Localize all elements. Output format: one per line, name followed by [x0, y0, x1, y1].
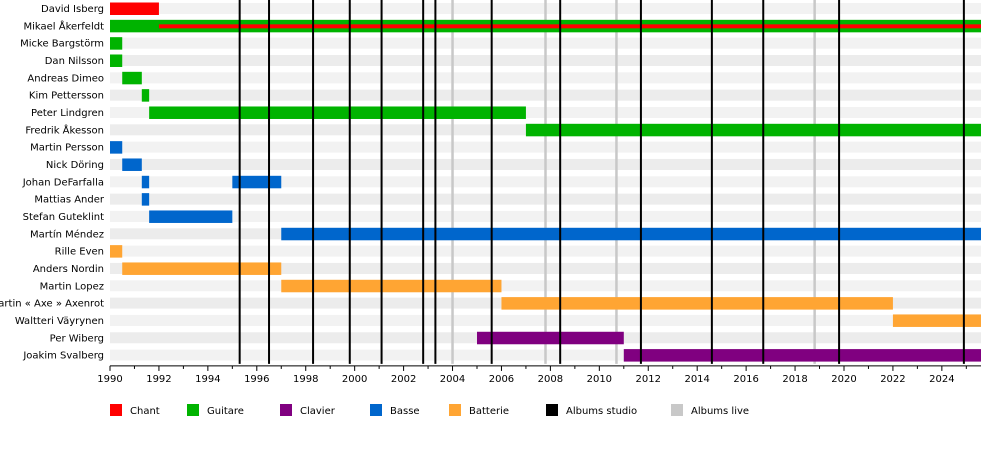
legend-swatch	[187, 404, 199, 416]
x-tick-label: 2000	[342, 374, 367, 385]
x-tick-label: 1998	[293, 374, 318, 385]
x-tick-label: 2010	[587, 374, 612, 385]
x-tick-label: 2006	[489, 374, 514, 385]
member-bar-batterie	[122, 262, 282, 275]
x-tick-label: 1996	[244, 374, 269, 385]
member-bar-chant	[158, 24, 981, 29]
x-tick-label: 1994	[195, 374, 220, 385]
member-bar-guitare	[525, 123, 981, 137]
legend-swatch	[546, 404, 558, 416]
member-name: Peter Lindgren	[31, 108, 104, 119]
x-tick-label: 1992	[146, 374, 171, 385]
member-bar-guitare	[141, 89, 150, 102]
member-bar-guitare	[149, 106, 526, 119]
member-name: Dan Nilsson	[45, 56, 104, 67]
member-bar-basse	[110, 141, 123, 154]
legend-swatch	[449, 404, 461, 416]
legend-label: Albums live	[691, 406, 749, 417]
member-name: Martín Méndez	[30, 228, 104, 240]
member-name: Micke Bargstörm	[20, 39, 104, 50]
member-name: Andreas Dimeo	[27, 73, 104, 84]
member-bar-basse	[281, 227, 981, 241]
member-bar-guitare	[110, 37, 123, 50]
x-tick-label: 2008	[538, 374, 563, 385]
x-tick-label: 2022	[880, 374, 905, 385]
member-bar-basse	[122, 158, 142, 171]
member-name: Waltteri Väyrynen	[15, 316, 104, 327]
x-tick-label: 2002	[391, 374, 416, 385]
member-bar-batterie	[281, 279, 502, 293]
legend: Chant Guitare Clavier Basse Batterie Albums s…	[110, 404, 749, 417]
member-names: David Isberg Mikael Åkerfeldt Micke Bargst…	[0, 4, 105, 362]
member-bar-guitare	[110, 54, 123, 67]
x-tick-label: 2012	[636, 374, 661, 385]
member-name: Mikael Åkerfeldt	[23, 19, 104, 32]
member-name: Joakim Svalberg	[22, 351, 104, 362]
x-tick-label: 2004	[440, 374, 465, 385]
member-name: Rille Even	[55, 247, 104, 258]
legend-label: Basse	[390, 406, 420, 417]
member-bar-batterie	[110, 245, 123, 258]
member-bar-basse	[149, 210, 233, 223]
legend-swatch	[370, 404, 382, 416]
studio-album-lines	[238, 0, 965, 364]
x-tick-label: 2014	[684, 374, 709, 385]
member-bar-batterie	[501, 297, 893, 310]
legend-swatch	[671, 404, 683, 416]
legend-label: Clavier	[300, 406, 336, 417]
legend-label: Batterie	[469, 406, 509, 417]
legend-label: Guitare	[207, 406, 244, 417]
member-name: Martin Persson	[30, 143, 104, 154]
legend-label: Albums studio	[566, 406, 637, 417]
member-name: Fredrik Åkesson	[25, 123, 104, 136]
legend-swatch	[110, 404, 122, 416]
member-bar-batterie	[892, 314, 981, 327]
member-name: Per Wiberg	[50, 333, 104, 344]
member-name: Mattias Ander	[34, 195, 105, 206]
member-bar-clavier	[476, 331, 624, 345]
member-name: Stefan Guteklint	[23, 212, 104, 223]
member-name: Anders Nordin	[33, 264, 104, 275]
x-tick-label: 2020	[831, 374, 856, 385]
member-name: Martin « Axe » Axenrot	[0, 299, 104, 310]
member-name: Nick Döring	[46, 160, 104, 171]
x-tick-label: 2018	[782, 374, 807, 385]
member-name: Kim Pettersson	[29, 91, 104, 102]
x-tick-label: 1990	[97, 374, 122, 385]
member-name: Martin Lopez	[40, 281, 104, 292]
member-name: Johan DeFarfalla	[22, 177, 104, 188]
member-name: David Isberg	[41, 4, 104, 15]
member-bar-clavier	[623, 349, 981, 362]
member-bar-chant	[110, 2, 159, 15]
legend-label: Chant	[130, 406, 160, 417]
x-axis: 1990 1992 1994 1996 1998 2000 2002 2004 2006 2008…	[97, 365, 981, 385]
member-bar-basse	[141, 175, 150, 189]
legend-swatch	[280, 404, 292, 416]
x-tick-label: 2016	[733, 374, 758, 385]
member-bar-basse	[141, 193, 150, 206]
x-tick-label: 2024	[929, 374, 954, 385]
member-bar-guitare	[122, 71, 142, 85]
